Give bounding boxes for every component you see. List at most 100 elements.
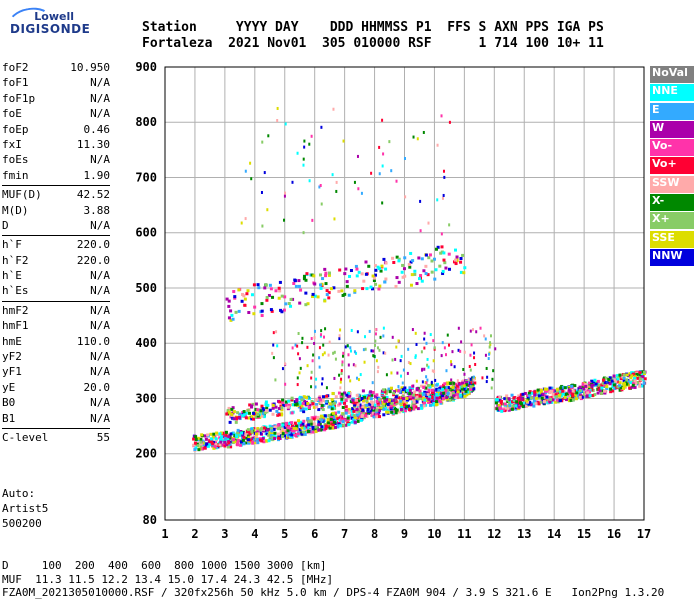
echo-point — [279, 430, 283, 434]
echo-point — [382, 257, 386, 261]
echo-point — [374, 413, 378, 417]
echo-point — [371, 391, 375, 395]
echo-point — [412, 404, 416, 408]
echo-point — [340, 289, 344, 293]
echo-point — [296, 432, 300, 436]
echo-point — [519, 397, 523, 401]
echo-point — [344, 399, 348, 403]
echo-point — [625, 382, 629, 386]
echo-point — [382, 407, 386, 411]
echo-point — [341, 405, 345, 409]
echo-point — [340, 369, 343, 373]
echo-point — [261, 224, 264, 228]
echo-point — [613, 387, 617, 391]
echo-point — [250, 417, 254, 421]
echo-point — [405, 388, 409, 392]
echo-point — [209, 432, 213, 436]
echo-point — [278, 426, 282, 430]
echo-point — [244, 441, 248, 445]
echo-point — [320, 202, 323, 206]
echo-point — [368, 396, 372, 400]
echo-point — [273, 437, 277, 441]
echo-point — [600, 386, 604, 390]
echo-point — [347, 407, 351, 411]
echo-point — [504, 396, 508, 400]
echo-point — [407, 347, 410, 351]
echo-point — [344, 423, 348, 427]
echo-point — [469, 353, 472, 357]
echo-point — [641, 375, 645, 379]
echo-point — [571, 389, 575, 393]
polarization-legend: NoVal NNE E W Vo- Vo+ SSW X- X+ SSE NNW — [650, 66, 694, 267]
echo-point — [338, 373, 341, 377]
echo-point — [441, 397, 445, 401]
echo-point — [525, 404, 529, 408]
echo-point — [550, 386, 554, 390]
echo-point — [319, 414, 323, 418]
param-value: N/A — [90, 319, 110, 333]
echo-point — [582, 393, 586, 397]
echo-point — [283, 434, 287, 438]
echo-point — [270, 309, 274, 313]
echo-point — [578, 391, 582, 395]
echo-point — [484, 353, 487, 357]
echo-point — [281, 398, 285, 402]
echo-point — [319, 398, 323, 402]
station-header: Station YYYY DAY DDD HHMMSS P1 FFS S AXN… — [142, 20, 604, 52]
echo-point — [505, 400, 509, 404]
param-key: hmE — [2, 334, 22, 348]
echo-point — [256, 408, 260, 412]
echo-point — [366, 408, 370, 412]
echo-point — [304, 407, 308, 411]
param-row: h`F 220.0 — [2, 237, 110, 252]
echo-point — [440, 354, 443, 358]
echo-point — [227, 435, 231, 439]
echo-point — [355, 376, 358, 380]
param-row: fxI 11.30 — [2, 137, 110, 152]
echo-point — [559, 386, 563, 390]
echo-point — [603, 383, 607, 387]
echo-point — [432, 359, 435, 363]
param-row: hmF1 N/A — [2, 318, 110, 333]
echo-point — [498, 408, 502, 412]
legend-item: NoVal — [650, 66, 694, 83]
echo-point — [310, 370, 313, 374]
param-row: foF1p N/A — [2, 91, 110, 106]
echo-point — [631, 383, 635, 387]
echo-point — [220, 435, 224, 439]
echo-point — [409, 283, 413, 287]
echo-point — [578, 395, 582, 399]
echo-point — [353, 403, 357, 407]
echo-point — [361, 389, 365, 393]
x-tick-label: 14 — [547, 527, 561, 541]
echo-point — [551, 392, 555, 396]
param-key: yE — [2, 380, 16, 394]
echo-point — [537, 401, 541, 405]
echo-point — [277, 413, 281, 417]
echo-point — [299, 422, 303, 426]
echo-point — [348, 274, 352, 278]
echo-point — [225, 443, 229, 447]
echo-point — [339, 386, 342, 390]
echo-point — [268, 408, 272, 412]
echo-point — [576, 394, 580, 398]
param-row: foF2 10.950 — [2, 60, 110, 75]
echo-point — [418, 277, 422, 281]
echo-point — [418, 394, 422, 398]
echo-point — [313, 294, 317, 298]
echo-point — [408, 386, 412, 390]
echo-point — [314, 425, 318, 429]
echo-point — [246, 289, 250, 293]
echo-point — [305, 272, 309, 276]
echo-point — [514, 404, 518, 408]
legend-item: NNW — [650, 248, 694, 266]
echo-point — [528, 390, 532, 394]
echo-point — [311, 430, 315, 434]
echo-point — [423, 337, 426, 341]
echo-point — [643, 370, 647, 374]
echo-point — [368, 402, 372, 406]
echo-point — [296, 383, 299, 387]
echo-point — [278, 400, 282, 404]
echo-point — [286, 433, 290, 437]
